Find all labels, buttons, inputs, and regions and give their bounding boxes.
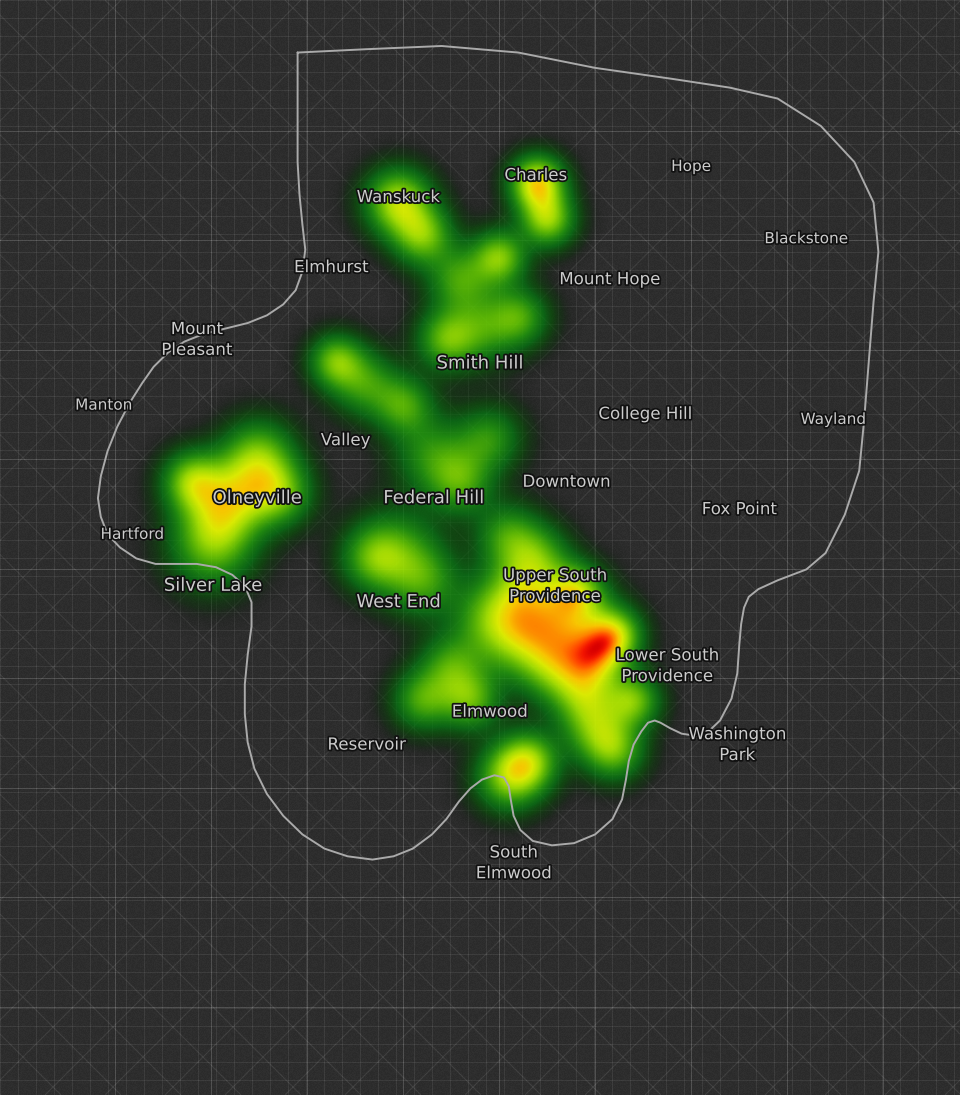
Text: Charles: Charles xyxy=(504,166,567,184)
Text: Blackstone: Blackstone xyxy=(764,231,849,246)
Text: Upper South
Providence: Upper South Providence xyxy=(503,566,607,606)
Text: Lower South
Providence: Lower South Providence xyxy=(615,646,719,685)
Text: West End: West End xyxy=(356,593,441,611)
Text: Smith Hill: Smith Hill xyxy=(437,355,523,372)
Text: Fox Point: Fox Point xyxy=(702,500,777,518)
Text: Downtown: Downtown xyxy=(522,473,611,491)
Text: Manton: Manton xyxy=(75,397,132,413)
Text: Mount Hope: Mount Hope xyxy=(560,270,660,288)
Text: Valley: Valley xyxy=(321,431,371,449)
Text: Wanskuck: Wanskuck xyxy=(357,188,440,206)
Text: College Hill: College Hill xyxy=(598,405,692,423)
Text: Washington
Park: Washington Park xyxy=(688,725,786,764)
Text: Hartford: Hartford xyxy=(101,527,164,542)
Text: Elmhurst: Elmhurst xyxy=(294,258,369,276)
Text: Reservoir: Reservoir xyxy=(327,736,406,753)
Text: Olneyville: Olneyville xyxy=(212,489,302,507)
Text: Silver Lake: Silver Lake xyxy=(164,577,262,595)
Text: South
Elmwood: South Elmwood xyxy=(476,843,551,883)
Text: Elmwood: Elmwood xyxy=(452,703,527,721)
Text: Hope: Hope xyxy=(671,159,711,174)
Text: Federal Hill: Federal Hill xyxy=(383,489,485,507)
Text: Wayland: Wayland xyxy=(801,412,866,427)
Text: Mount
Pleasant: Mount Pleasant xyxy=(161,320,232,359)
